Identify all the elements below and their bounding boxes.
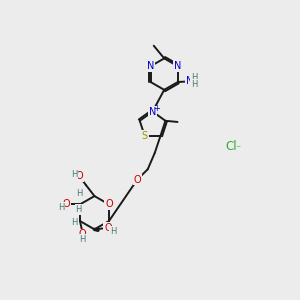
Text: O: O	[75, 171, 83, 181]
Text: H: H	[79, 235, 85, 244]
Text: S: S	[142, 131, 148, 141]
Text: Cl: Cl	[226, 140, 238, 153]
Text: O: O	[104, 223, 112, 233]
Text: N: N	[186, 76, 193, 85]
Text: H: H	[71, 218, 77, 227]
Text: ⁻: ⁻	[235, 144, 240, 154]
Text: H: H	[191, 73, 197, 82]
Text: H: H	[58, 203, 64, 212]
Text: H: H	[191, 80, 197, 88]
Text: O: O	[63, 200, 70, 209]
Text: +: +	[154, 104, 160, 113]
Text: H: H	[76, 189, 83, 198]
Text: O: O	[105, 200, 113, 209]
Text: N: N	[147, 61, 154, 71]
Text: N: N	[149, 106, 156, 116]
Text: H: H	[71, 170, 77, 179]
Text: N: N	[174, 61, 182, 71]
Text: O: O	[134, 175, 141, 185]
Text: H: H	[110, 227, 116, 236]
Text: O: O	[79, 230, 86, 239]
Text: H: H	[76, 205, 82, 214]
